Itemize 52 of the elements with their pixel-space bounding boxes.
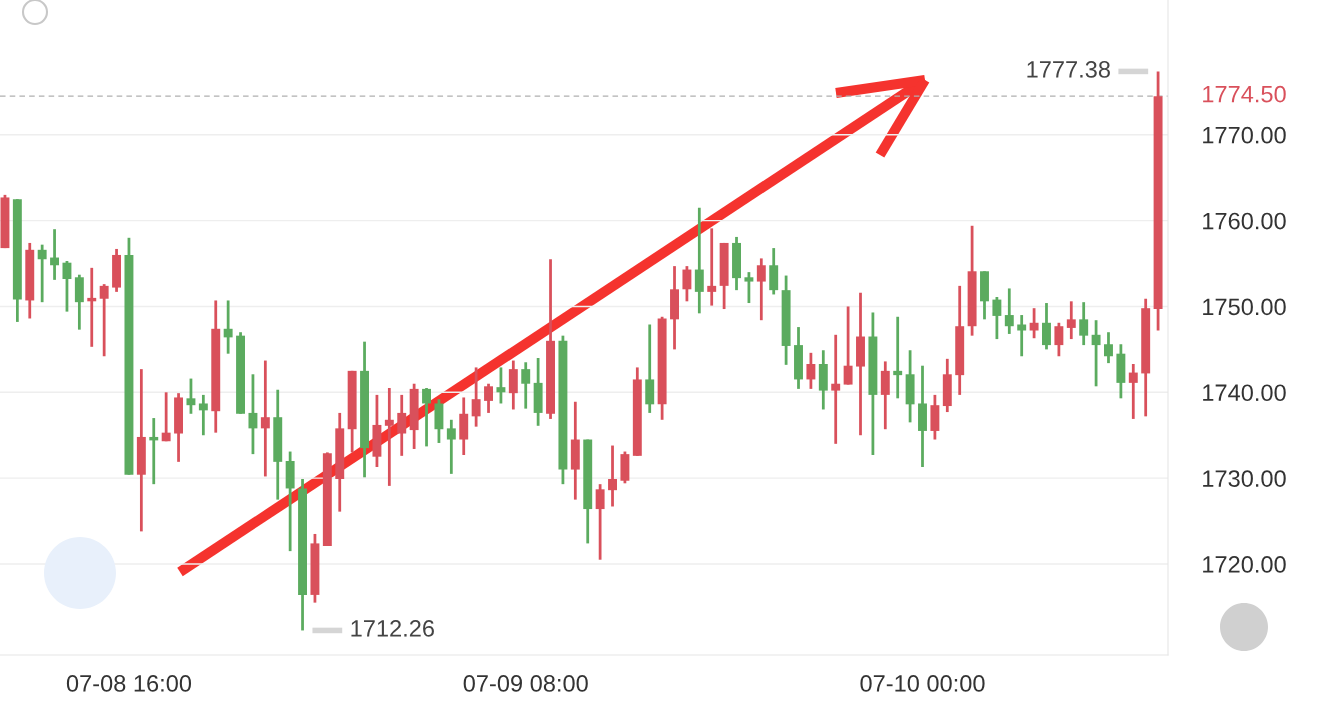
candlestick (99, 282, 109, 358)
candlestick (707, 226, 717, 307)
candlestick (422, 386, 431, 448)
candlestick (1091, 318, 1101, 388)
y-tick-label: 1760.00 (1203, 212, 1286, 230)
candlestick (62, 259, 72, 314)
candlestick (1017, 313, 1027, 358)
annotation: 1712.26 (351, 620, 434, 637)
candlestick (484, 382, 493, 415)
x-tick-label: 07-08 16:00 (66, 675, 192, 692)
y-tick-label: 1750.00 (1203, 298, 1286, 316)
candlestick (1066, 299, 1076, 341)
candlestick (1042, 301, 1051, 351)
candlestick (223, 299, 233, 356)
x-tick-label: 07-09 08:00 (463, 675, 588, 692)
candlestick (521, 360, 531, 411)
candlestick (608, 444, 617, 508)
candlestick (682, 264, 692, 303)
y-tick-label: 1720.00 (1203, 556, 1286, 573)
candlestick (1004, 287, 1014, 336)
y-tick-label: 1770.00 (1203, 126, 1286, 144)
candlestick (992, 295, 1002, 341)
y-tick-label: 1730.00 (1203, 470, 1286, 487)
x-tick-label: 07-10 00:00 (860, 675, 985, 692)
candlestick (1079, 300, 1089, 347)
candlestick (595, 482, 605, 562)
candlestick (37, 243, 47, 304)
candlestick (384, 386, 394, 488)
candlestick (260, 359, 270, 478)
candlestick (806, 351, 816, 391)
candlestick (843, 305, 853, 386)
candlestick (248, 372, 258, 456)
candlestick (1029, 306, 1039, 340)
candlestick (397, 393, 407, 458)
candlestick (50, 227, 60, 282)
annotation: 1777.38 (1027, 61, 1110, 78)
ref-line-label: 1774.50 (1203, 85, 1286, 103)
candlestick (186, 377, 196, 416)
candlestick (1128, 362, 1138, 421)
candlestick (198, 393, 208, 437)
candlestick (471, 366, 481, 429)
candlestick (756, 257, 766, 322)
candlestick (694, 206, 704, 315)
candlestick (446, 418, 456, 476)
candlestick (744, 270, 754, 305)
candlestick (1054, 321, 1064, 358)
candlestick (161, 390, 171, 443)
candlestick (893, 315, 903, 400)
y-tick-label: 1740.00 (1203, 384, 1286, 402)
candlestick (496, 366, 506, 405)
candlestick (831, 333, 841, 446)
candlestick (1104, 330, 1113, 365)
